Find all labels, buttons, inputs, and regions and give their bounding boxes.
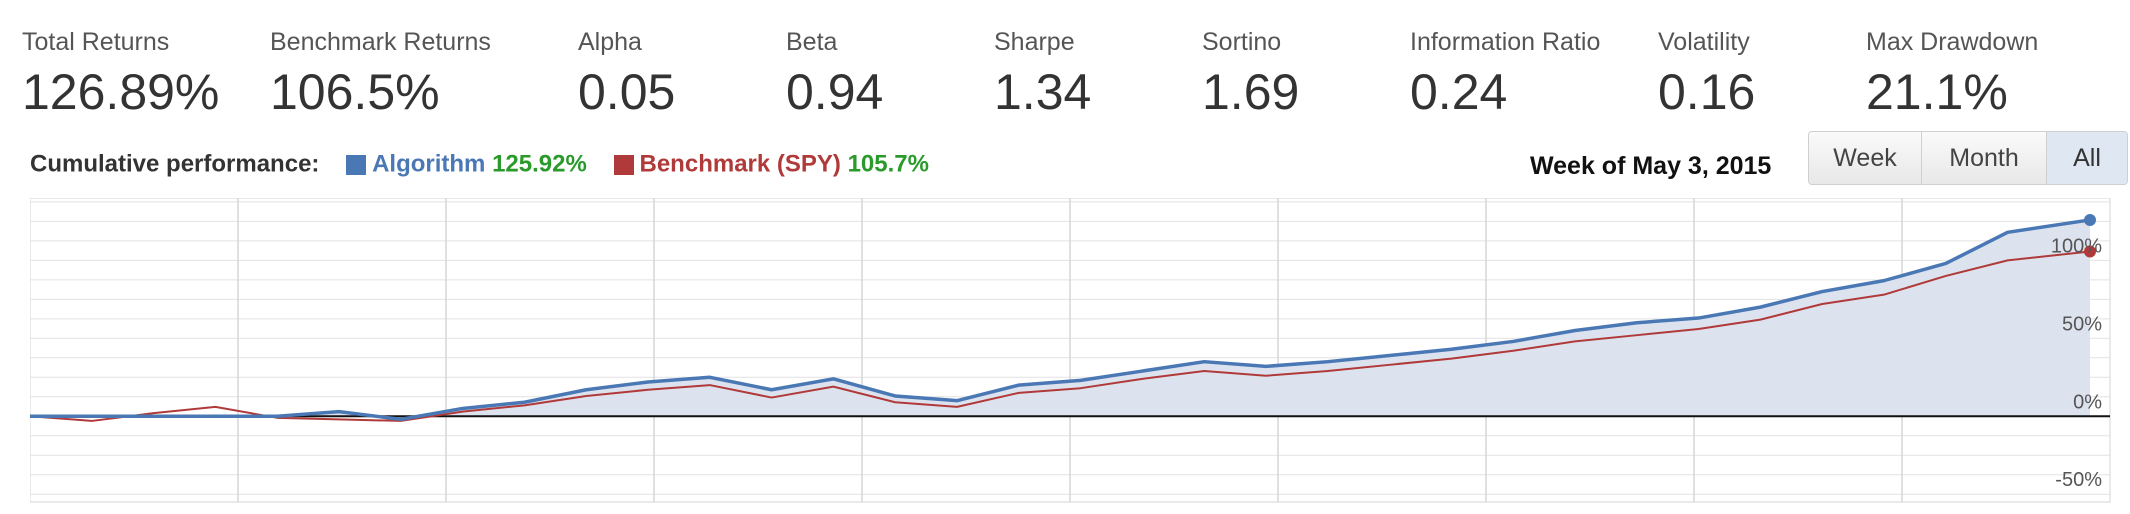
week-label: Week of May 3, 2015 <box>1530 152 1772 180</box>
benchmark-series-line <box>30 250 2091 422</box>
metric-label: Alpha <box>578 28 642 56</box>
legend-benchmark-value: 105.7% <box>847 150 929 178</box>
range-month-button[interactable]: Month <box>1922 132 2047 184</box>
legend-benchmark-label: Benchmark (SPY) <box>639 150 841 178</box>
metric-label: Total Returns <box>22 28 170 56</box>
metric-label: Sharpe <box>994 28 1075 56</box>
range-selector: Week Month All <box>1808 131 2128 185</box>
algorithm-end-marker <box>2084 213 2096 226</box>
benchmark-swatch <box>613 154 634 175</box>
metrics-bar: Total Returns 126.89% Benchmark Returns 10… <box>0 0 2130 120</box>
metric-max-drawdown: Max Drawdown 21.1% <box>1866 28 2038 121</box>
metric-sortino: Sortino 1.69 <box>1202 28 1299 121</box>
metric-value: 126.89% <box>22 64 220 120</box>
y-tick-label: 0% <box>2073 391 2102 413</box>
chart-legend: Cumulative performance: Algorithm 125.92… <box>30 150 929 190</box>
metric-value: 0.94 <box>786 64 884 120</box>
metric-value: 106.5% <box>270 64 440 120</box>
benchmark-end-marker <box>2084 245 2096 258</box>
metric-label: Volatility <box>1658 28 1750 56</box>
metric-volatility: Volatility 0.16 <box>1658 28 1755 121</box>
y-tick-label: 50% <box>2062 313 2102 335</box>
metric-label: Sortino <box>1202 28 1282 56</box>
metric-sharpe: Sharpe 1.34 <box>994 28 1091 121</box>
algorithm-swatch <box>346 154 367 175</box>
metric-total-returns: Total Returns 126.89% <box>22 28 219 121</box>
legend-title: Cumulative performance: <box>30 150 320 178</box>
metric-value: 1.34 <box>994 64 1092 120</box>
legend-algorithm-label: Algorithm <box>372 150 486 178</box>
y-tick-label: -50% <box>2055 469 2102 491</box>
metric-label: Max Drawdown <box>1866 28 2039 56</box>
metric-value: 21.1% <box>1866 64 2008 120</box>
metric-alpha: Alpha 0.05 <box>578 28 675 121</box>
cumulative-performance-chart: -50% 0% 50% 100% <box>30 198 2111 503</box>
metric-value: 0.16 <box>1658 64 1756 120</box>
algorithm-series-line <box>30 218 2091 422</box>
metric-label: Benchmark Returns <box>270 28 491 56</box>
metric-benchmark-returns: Benchmark Returns 106.5% <box>270 28 491 121</box>
algorithm-area-fill <box>30 219 2090 420</box>
range-all-button[interactable]: All <box>2047 132 2127 184</box>
legend-algorithm-value: 125.92% <box>492 150 587 178</box>
range-week-button[interactable]: Week <box>1809 132 1922 184</box>
metric-value: 1.69 <box>1202 64 1300 120</box>
metric-beta: Beta 0.94 <box>786 28 883 121</box>
y-tick-label: 100% <box>2051 235 2102 257</box>
metric-information-ratio: Information Ratio 0.24 <box>1410 28 1600 121</box>
metric-value: 0.05 <box>578 64 676 120</box>
metric-label: Information Ratio <box>1410 28 1601 56</box>
metric-label: Beta <box>786 28 838 56</box>
metric-value: 0.24 <box>1410 64 1508 120</box>
